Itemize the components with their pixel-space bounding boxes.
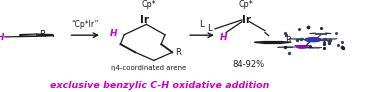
Text: H: H xyxy=(0,33,4,42)
Text: L: L xyxy=(200,20,204,29)
Text: exclusive benzylic C-H oxidative addition: exclusive benzylic C-H oxidative additio… xyxy=(50,81,269,90)
Text: R: R xyxy=(175,48,181,57)
Text: Ir: Ir xyxy=(242,15,251,25)
Text: “Cp*Ir”: “Cp*Ir” xyxy=(71,20,99,29)
Text: Ir: Ir xyxy=(140,15,149,25)
Text: η4-coordinated arene: η4-coordinated arene xyxy=(111,65,186,71)
Text: R: R xyxy=(285,36,291,45)
Text: Cp*: Cp* xyxy=(142,0,156,9)
Circle shape xyxy=(297,46,307,48)
Text: H: H xyxy=(219,33,227,42)
Text: Cp*: Cp* xyxy=(238,0,253,9)
Text: H: H xyxy=(110,29,118,38)
Text: 84-92%: 84-92% xyxy=(232,60,264,69)
Text: R: R xyxy=(39,30,46,39)
Text: L: L xyxy=(207,24,212,33)
Circle shape xyxy=(305,38,321,42)
